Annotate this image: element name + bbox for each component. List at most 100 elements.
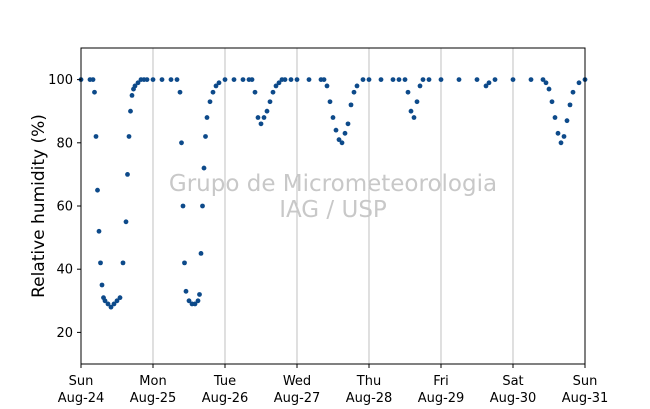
data-point <box>486 80 492 86</box>
data-point <box>264 108 270 114</box>
y-tick-label: 40 <box>56 263 73 278</box>
x-tick-date-label: Aug-24 <box>58 391 105 406</box>
data-point <box>108 304 114 310</box>
data-point <box>327 99 333 105</box>
data-point <box>99 282 105 288</box>
data-point <box>288 77 294 82</box>
y-axis: 20 40 60 80 100 <box>48 73 81 341</box>
data-point <box>105 301 111 307</box>
x-tick-day-label: Wed <box>283 374 311 389</box>
data-point <box>405 89 411 95</box>
data-point <box>179 140 184 146</box>
x-tick-date-label: Aug-29 <box>418 391 465 406</box>
data-point <box>438 77 444 82</box>
data-point <box>345 121 351 127</box>
data-point <box>324 83 330 89</box>
data-point <box>396 77 402 82</box>
data-point <box>182 260 187 266</box>
data-point <box>192 301 198 307</box>
data-point <box>132 83 138 89</box>
data-point <box>474 77 480 82</box>
x-tick-date-label: Aug-30 <box>490 391 537 406</box>
data-point <box>129 93 135 98</box>
data-point <box>126 134 132 139</box>
y-tick-label: 20 <box>56 326 73 341</box>
data-point <box>198 251 204 256</box>
data-point <box>200 203 205 209</box>
data-point <box>552 115 558 120</box>
data-point <box>195 298 201 304</box>
data-point <box>555 130 561 136</box>
data-point <box>117 295 123 301</box>
data-point <box>128 108 133 114</box>
data-point <box>93 134 99 139</box>
y-tick-label: 80 <box>56 136 73 151</box>
data-point <box>558 140 564 146</box>
data-point <box>252 89 258 95</box>
data-point <box>492 77 498 82</box>
x-tick-day-label: Fri <box>433 374 449 389</box>
data-point <box>336 137 342 143</box>
data-point <box>240 77 246 82</box>
data-point <box>267 99 273 105</box>
y-tick-label: 100 <box>48 73 73 88</box>
data-point <box>354 83 360 89</box>
data-point <box>125 172 130 177</box>
x-tick-day-label: Sun <box>573 374 598 389</box>
data-point <box>258 121 264 127</box>
data-point <box>282 77 288 82</box>
data-point <box>426 77 432 82</box>
data-point <box>183 288 189 294</box>
data-point <box>203 134 208 139</box>
data-point <box>321 77 327 82</box>
data-point <box>231 77 237 82</box>
data-point <box>456 77 462 82</box>
data-point <box>306 77 312 82</box>
data-point <box>123 219 129 225</box>
watermark-line-2: IAG / USP <box>279 197 387 223</box>
x-tick-day-label: Thu <box>356 374 381 389</box>
data-point <box>249 77 255 82</box>
data-point <box>294 77 300 82</box>
data-point <box>135 80 141 86</box>
data-point <box>201 165 207 171</box>
data-point <box>273 83 279 89</box>
data-point <box>339 140 345 146</box>
x-tick-day-label: Sun <box>69 374 94 389</box>
data-point <box>333 127 339 133</box>
data-point <box>177 89 183 95</box>
data-point <box>402 77 408 82</box>
data-point <box>270 89 276 95</box>
data-point <box>570 89 576 95</box>
data-point <box>216 80 222 86</box>
data-point <box>528 77 534 82</box>
data-point <box>98 260 103 266</box>
watermark-line-1: Grupo de Micrometeorologia <box>169 171 497 197</box>
data-point <box>351 89 357 95</box>
data-point <box>210 89 216 95</box>
data-point <box>222 77 228 82</box>
data-point <box>174 77 180 82</box>
data-point <box>510 77 516 82</box>
data-point <box>417 83 423 89</box>
data-point <box>168 77 174 82</box>
x-tick-date-label: Aug-25 <box>130 391 177 406</box>
x-tick-date-label: Aug-27 <box>274 391 321 406</box>
data-point <box>378 77 384 82</box>
data-point <box>549 99 555 105</box>
data-point <box>197 292 202 297</box>
y-axis-label: Relative humidity (%) <box>29 114 49 298</box>
data-point <box>564 118 570 124</box>
data-point <box>342 130 348 136</box>
data-point <box>543 80 549 86</box>
x-tick-day-label: Sat <box>502 374 523 389</box>
data-point <box>408 108 414 114</box>
data-point <box>414 99 420 105</box>
data-point <box>330 115 336 120</box>
data-point <box>102 298 108 304</box>
data-point <box>150 77 156 82</box>
data-points <box>78 77 588 310</box>
x-axis: Sun Aug-24 Mon Aug-25 Tue Aug-26 Wed Aug-27 Thu A… <box>58 364 608 406</box>
data-point <box>96 228 102 234</box>
